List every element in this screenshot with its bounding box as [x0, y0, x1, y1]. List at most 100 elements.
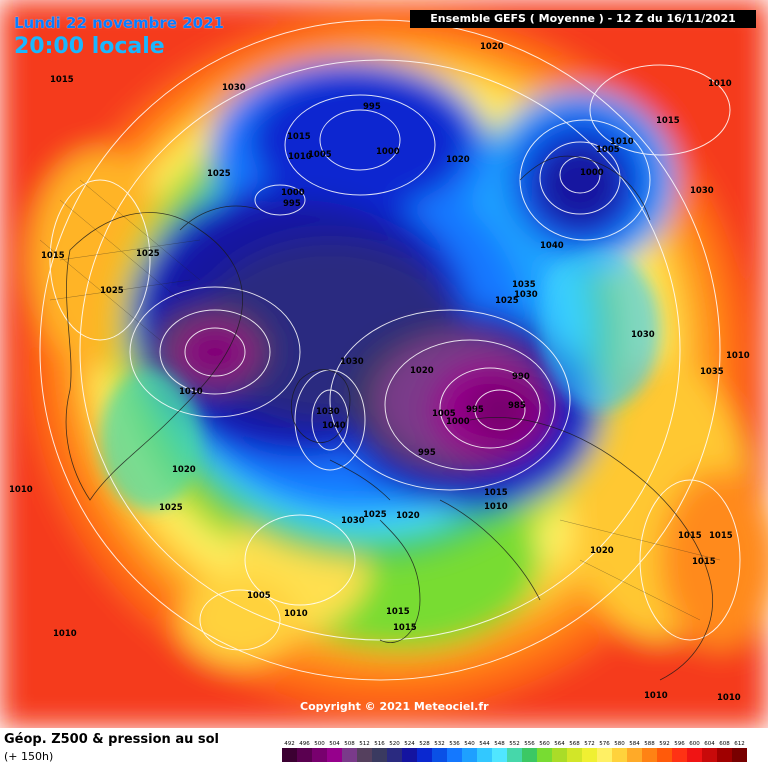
color-scale-tick: 512 — [359, 741, 370, 747]
color-scale-swatch — [627, 748, 642, 762]
pressure-label: 1015 — [709, 531, 733, 541]
color-scale-swatch — [432, 748, 447, 762]
pressure-label: 1000 — [446, 417, 470, 427]
color-scale-swatch — [552, 748, 567, 762]
pressure-label: 1015 — [287, 132, 311, 142]
border-lines — [39, 179, 721, 621]
color-scale-tick: 536 — [449, 741, 460, 747]
pressure-label: 1015 — [50, 75, 74, 85]
pressure-label: 1020 — [410, 366, 434, 376]
pressure-label: 1030 — [340, 357, 364, 367]
pressure-label: 1005 — [432, 409, 456, 419]
pressure-label: 995 — [466, 405, 484, 415]
color-scale-swatch — [342, 748, 357, 762]
color-scale-tick: 508 — [344, 741, 355, 747]
color-scale-tick: 504 — [329, 741, 340, 747]
pressure-label: 1005 — [247, 591, 271, 601]
color-scale-tick: 564 — [554, 741, 565, 747]
pressure-label: 1030 — [631, 330, 655, 340]
pressure-label: 1020 — [446, 155, 470, 165]
pressure-label: 1000 — [281, 188, 305, 198]
color-scale-swatch — [522, 748, 537, 762]
color-scale-swatch — [657, 748, 672, 762]
color-scale-tick: 500 — [314, 741, 325, 747]
pressure-label: 1010 — [726, 351, 750, 361]
pressure-label: 1015 — [484, 488, 508, 498]
pressure-label: 1030 — [341, 516, 365, 526]
pressure-label: 1015 — [678, 531, 702, 541]
pressure-label: 1030 — [690, 186, 714, 196]
pressure-label: 1020 — [172, 465, 196, 475]
pressure-label: 1015 — [656, 116, 680, 126]
pressure-label: 1035 — [700, 367, 724, 377]
color-scale-swatch — [582, 748, 597, 762]
color-scale-swatch — [417, 748, 432, 762]
color-scale-tick: 544 — [479, 741, 490, 747]
color-scale-swatch — [447, 748, 462, 762]
color-scale-swatch — [717, 748, 732, 762]
color-scale-tick: 596 — [674, 741, 685, 747]
color-scale-tick: 552 — [509, 741, 520, 747]
legend-footer: Géop. Z500 & pression au sol (+ 150h) 49… — [0, 728, 768, 768]
color-scale-swatch — [702, 748, 717, 762]
color-scale-swatch — [732, 748, 747, 762]
pressure-label: 1010 — [53, 629, 77, 639]
color-scale-tick: 580 — [614, 741, 625, 747]
color-scale-swatch — [492, 748, 507, 762]
pressure-label: 1010 — [179, 387, 203, 397]
pressure-label: 1020 — [590, 546, 614, 556]
color-scale-swatch — [567, 748, 582, 762]
forecast-lead-time: (+ 150h) — [4, 750, 54, 763]
pressure-label: 1010 — [484, 502, 508, 512]
color-scale-tick: 576 — [599, 741, 610, 747]
pressure-label: 995 — [418, 448, 436, 458]
color-scale-swatch — [282, 748, 297, 762]
color-scale-swatch — [477, 748, 492, 762]
color-scale-swatch — [642, 748, 657, 762]
color-scale-tick: 556 — [524, 741, 535, 747]
pressure-label: 1020 — [396, 511, 420, 521]
color-scale-swatch — [312, 748, 327, 762]
pressure-label: 1010 — [288, 152, 312, 162]
color-scale-tick: 604 — [704, 741, 715, 747]
color-scale-tick: 588 — [644, 741, 655, 747]
pressure-label: 1025 — [136, 249, 160, 259]
color-scale-swatch — [297, 748, 312, 762]
color-scale-swatch — [357, 748, 372, 762]
color-scale-swatch — [462, 748, 477, 762]
color-scale-tick: 528 — [419, 741, 430, 747]
pressure-label: 1005 — [596, 145, 620, 155]
pressure-label: 1010 — [708, 79, 732, 89]
pressure-label: 990 — [512, 372, 530, 382]
color-scale-tick: 584 — [629, 741, 640, 747]
pressure-label: 1025 — [207, 169, 231, 179]
color-scale-tick: 524 — [404, 741, 415, 747]
color-scale-swatch — [387, 748, 402, 762]
color-scale-tick: 592 — [659, 741, 670, 747]
pressure-label: 1030 — [316, 407, 340, 417]
pressure-label: 1030 — [222, 83, 246, 93]
pressure-label: 1005 — [308, 150, 332, 160]
color-scale-swatch — [612, 748, 627, 762]
pressure-label: 1025 — [363, 510, 387, 520]
pressure-label: 1025 — [495, 296, 519, 306]
color-scale-tick: 516 — [374, 741, 385, 747]
pressure-label: 1040 — [322, 421, 346, 431]
pressure-label: 1015 — [692, 557, 716, 567]
pressure-label: 1040 — [540, 241, 564, 251]
forecast-date: Lundi 22 novembre 2021 — [14, 14, 224, 32]
pressure-label: 995 — [283, 199, 301, 209]
pressure-label: 1010 — [644, 691, 668, 701]
color-scale-tick: 600 — [689, 741, 700, 747]
pressure-label: 1010 — [717, 693, 741, 703]
color-scale-tick: 548 — [494, 741, 505, 747]
pressure-label: 1015 — [386, 607, 410, 617]
color-scale-swatch — [372, 748, 387, 762]
map-product-title: Géop. Z500 & pression au sol — [4, 732, 219, 747]
color-scale: 492 496 500 504 508 512 516 520 524 528 532 536 540 5… — [282, 741, 747, 762]
pressure-label: 1030 — [514, 290, 538, 300]
pressure-label: 1010 — [9, 485, 33, 495]
color-scale-tick: 608 — [719, 741, 730, 747]
